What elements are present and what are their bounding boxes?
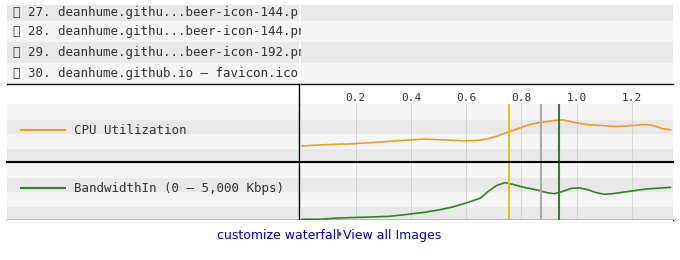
Text: 1.2: 1.2 bbox=[622, 93, 642, 103]
Text: 🔒 29. deanhume.githu...beer-icon-192.png: 🔒 29. deanhume.githu...beer-icon-192.png bbox=[13, 46, 313, 59]
Bar bbox=[301, 133, 673, 148]
Text: 0.6: 0.6 bbox=[456, 93, 476, 103]
Text: 1.0: 1.0 bbox=[566, 93, 587, 103]
Bar bbox=[301, 177, 673, 191]
Text: 🔒 27. deanhume.githu...beer-icon-144.png: 🔒 27. deanhume.githu...beer-icon-144.png bbox=[13, 6, 313, 20]
Text: 🔒 28. deanhume.githu...beer-icon-144.png: 🔒 28. deanhume.githu...beer-icon-144.png bbox=[13, 25, 313, 38]
Text: 🔒 30. deanhume.github.io – favicon.ico: 🔒 30. deanhume.github.io – favicon.ico bbox=[13, 67, 298, 80]
Bar bbox=[301, 191, 673, 206]
Bar bbox=[7, 177, 299, 191]
Bar bbox=[301, 162, 673, 177]
Bar bbox=[7, 162, 299, 177]
Text: View all Images: View all Images bbox=[343, 229, 441, 242]
Bar bbox=[301, 206, 673, 220]
Bar bbox=[301, 148, 673, 162]
Bar bbox=[7, 104, 299, 119]
Bar bbox=[7, 191, 299, 206]
Text: CPU Utilization: CPU Utilization bbox=[74, 124, 186, 137]
Bar bbox=[7, 206, 299, 220]
Bar bbox=[7, 148, 299, 162]
Text: 0.2: 0.2 bbox=[345, 93, 366, 103]
Bar bbox=[301, 119, 673, 133]
Text: 0.4: 0.4 bbox=[401, 93, 421, 103]
Bar bbox=[7, 119, 299, 133]
Bar bbox=[7, 133, 299, 148]
Text: 0.8: 0.8 bbox=[511, 93, 532, 103]
Bar bbox=[301, 104, 673, 119]
Text: BandwidthIn (0 – 5,000 Kbps): BandwidthIn (0 – 5,000 Kbps) bbox=[74, 182, 284, 195]
Text: customize waterfall: customize waterfall bbox=[217, 229, 340, 242]
Text: •: • bbox=[333, 229, 347, 242]
